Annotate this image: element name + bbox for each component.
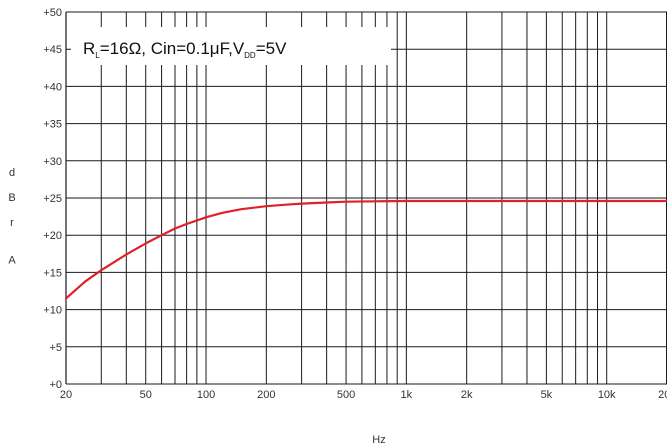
y-tick-label: +5 <box>49 342 62 354</box>
annotation-part-r: R <box>83 39 95 58</box>
x-tick-label: 2k <box>461 389 473 401</box>
x-tick-label: 20 <box>60 389 72 401</box>
x-tick-label: 10k <box>598 389 616 401</box>
series-line <box>64 199 667 300</box>
y-axis-title-char: r <box>10 217 14 229</box>
y-axis-title-char: A <box>8 255 16 267</box>
y-axis-title: d Br A <box>8 167 16 267</box>
y-tick-label: +15 <box>43 267 62 279</box>
y-tick-label: +45 <box>43 44 62 56</box>
y-tick-label: +0 <box>49 379 62 391</box>
y-axis-title-char: B <box>8 192 15 204</box>
x-tick-label: 50 <box>140 389 152 401</box>
grid-major-lines <box>65 11 667 385</box>
annotation-background <box>71 27 391 65</box>
x-tick-label: 20k <box>658 389 667 401</box>
x-axis-title: Hz <box>372 434 385 446</box>
annotation-part-end: =5V <box>256 39 287 58</box>
annotation-part-l-subscript: L <box>95 51 100 60</box>
x-tick-label: 500 <box>337 389 355 401</box>
annotation-part-dd-subscript: DD <box>244 51 256 60</box>
y-axis-title-char: d <box>9 167 15 179</box>
x-tick-label: 1k <box>401 389 413 401</box>
annotation-box: RL=16Ω, Cin=0.1μF,VDD=5V <box>71 27 391 65</box>
y-tick-label: +50 <box>43 7 62 19</box>
y-tick-label: +10 <box>43 305 62 317</box>
y-tick-label: +20 <box>43 230 62 242</box>
y-tick-label: +35 <box>43 119 62 131</box>
annotation-text: RL=16Ω, Cin=0.1μF,VDD=5V <box>83 39 287 60</box>
x-tick-label: 200 <box>257 389 275 401</box>
y-tick-labels: +0 +5 +10 +15 +20 +25 +30 +35 +40 +45 +50 <box>43 7 62 391</box>
y-tick-label: +40 <box>43 81 62 93</box>
annotation-part-mid: =16Ω, Cin=0.1μF,V <box>100 39 245 58</box>
y-tick-label: +25 <box>43 193 62 205</box>
y-tick-label: +30 <box>43 156 62 168</box>
x-tick-labels: 20 50 100 200 500 1k 2k 5k 10k 20k <box>60 389 667 401</box>
x-tick-label: 5k <box>541 389 553 401</box>
x-tick-label: 100 <box>197 389 215 401</box>
